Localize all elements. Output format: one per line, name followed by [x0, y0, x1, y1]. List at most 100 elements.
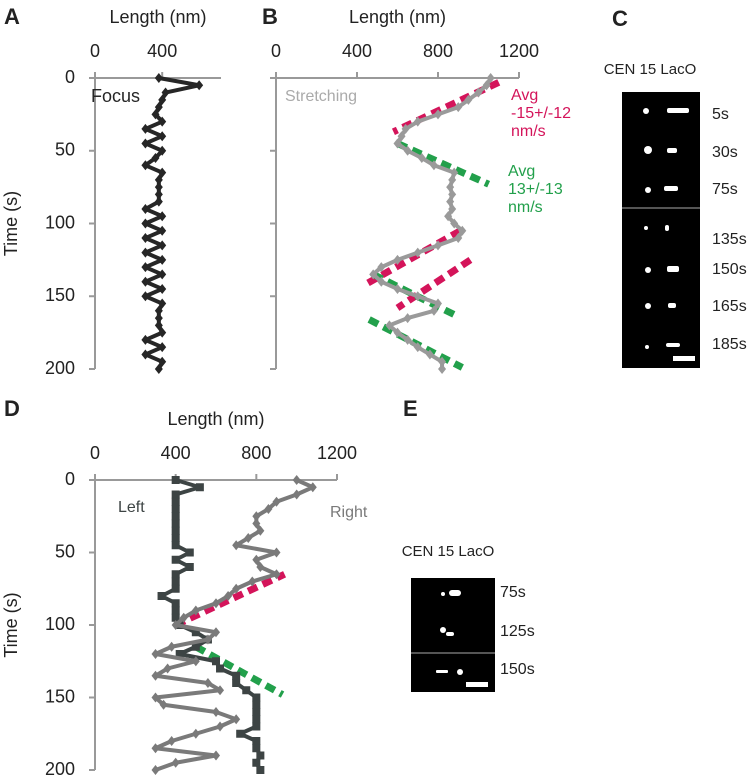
marker: [256, 562, 265, 572]
marker: [171, 570, 180, 579]
x-tick-label: 0: [90, 41, 100, 61]
marker: [252, 715, 261, 724]
marker: [429, 160, 438, 171]
marker: [474, 87, 483, 98]
annotation: nm/s: [511, 123, 546, 140]
marker: [272, 496, 281, 507]
marker: [252, 700, 261, 709]
marker: [486, 73, 495, 83]
y-tick-label: 200: [45, 759, 75, 778]
marker: [393, 283, 402, 294]
annotation: Avg: [508, 163, 535, 180]
marker: [438, 364, 447, 374]
marker: [252, 722, 261, 731]
fit-line: [194, 643, 285, 698]
marker: [167, 641, 176, 652]
annotation: nm/s: [508, 199, 543, 216]
marker: [151, 743, 160, 754]
marker: [308, 482, 317, 493]
marker: [232, 679, 241, 687]
frame-label: 165s: [712, 298, 747, 315]
marker: [464, 94, 473, 105]
marker: [171, 555, 180, 564]
marker: [272, 569, 281, 580]
marker: [232, 540, 241, 551]
marker: [158, 116, 167, 127]
frame-label: 75s: [712, 181, 738, 198]
marker: [154, 182, 163, 193]
marker: [252, 693, 261, 702]
y-axis-title: Time (s): [1, 592, 21, 657]
marker: [151, 765, 160, 775]
series-label: Focus: [91, 86, 140, 106]
marker: [434, 109, 442, 120]
panel-letter: C: [612, 6, 628, 31]
marker: [444, 211, 453, 222]
marker: [154, 174, 163, 185]
x-axis-title: Length (nm): [349, 7, 446, 27]
marker: [171, 505, 180, 513]
marker: [158, 298, 167, 309]
marker: [158, 254, 167, 265]
marker: [151, 670, 160, 681]
marker: [191, 605, 200, 616]
y-axis-title: Time (s): [1, 191, 21, 256]
marker: [151, 153, 160, 164]
marker: [141, 276, 150, 287]
marker: [252, 758, 261, 767]
marker: [458, 225, 467, 236]
annotation: -15+/-12: [511, 105, 571, 122]
marker: [158, 131, 167, 142]
frame-label: 150s: [500, 661, 535, 678]
marker: [151, 109, 160, 120]
marker: [369, 269, 378, 280]
y-tick-label: 100: [45, 212, 75, 232]
marker: [163, 663, 172, 674]
marker: [454, 102, 463, 113]
marker: [434, 298, 442, 309]
marker: [482, 80, 491, 91]
fit-line: [174, 571, 287, 629]
marker: [425, 349, 434, 360]
marker: [393, 254, 402, 265]
annotation: Avg: [511, 87, 538, 104]
marker: [158, 94, 167, 105]
marker: [185, 548, 194, 557]
marker: [248, 576, 257, 587]
marker: [171, 497, 180, 506]
marker: [191, 728, 200, 739]
marker: [171, 606, 180, 615]
marker: [242, 686, 251, 695]
marker: [171, 526, 180, 535]
marker: [159, 699, 168, 710]
y-tick-label: 100: [45, 614, 75, 634]
y-tick-label: 0: [65, 469, 75, 489]
marker: [252, 737, 261, 745]
marker: [141, 349, 150, 360]
frame-label: 75s: [500, 584, 526, 601]
image-title: CEN 15 LacO: [604, 61, 697, 78]
marker: [154, 189, 163, 200]
marker: [158, 240, 167, 251]
marker: [141, 291, 150, 302]
marker: [141, 203, 150, 214]
marker: [224, 591, 233, 601]
marker: [141, 334, 150, 345]
marker: [154, 305, 163, 316]
panel-letter: E: [403, 396, 418, 421]
x-axis-title: Length (nm): [167, 409, 264, 429]
marker: [212, 707, 220, 717]
marker: [171, 613, 180, 622]
x-axis-title: Length (nm): [109, 7, 206, 27]
marker: [171, 512, 180, 521]
marker: [212, 750, 220, 761]
marker: [216, 685, 225, 696]
frame-label: 150s: [712, 261, 747, 278]
fit-line: [395, 256, 473, 311]
marker: [185, 563, 194, 571]
y-tick-label: 200: [45, 358, 75, 378]
y-tick-label: 50: [55, 140, 75, 160]
frame-label: 30s: [712, 144, 738, 161]
marker: [171, 599, 180, 608]
